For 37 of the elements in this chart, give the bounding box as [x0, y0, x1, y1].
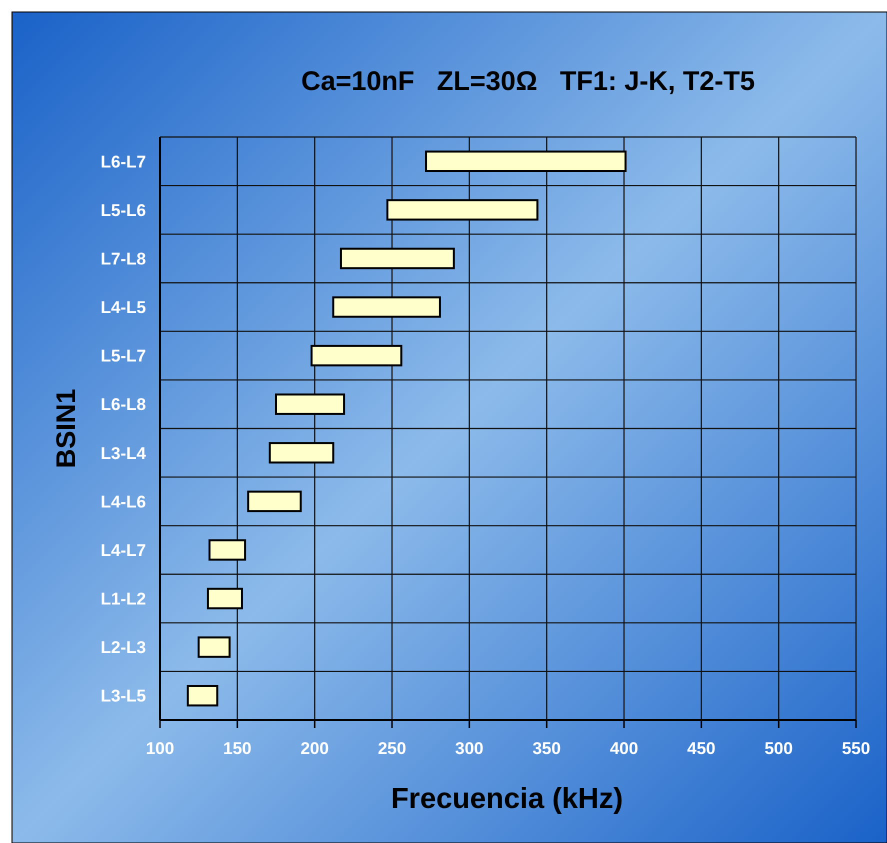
bar: [206, 588, 243, 610]
x-tick-label: 400: [610, 739, 638, 758]
y-tick-label: L7-L8: [100, 249, 146, 268]
x-tick-label: 150: [223, 739, 252, 758]
bar: [208, 539, 246, 561]
y-tick-label: L2-L3: [100, 638, 146, 658]
x-tick-label: 100: [146, 739, 174, 758]
bar: [386, 199, 538, 221]
y-tick-label: L4-L6: [100, 492, 146, 512]
bar: [186, 684, 218, 706]
y-axis-title: BSIN1: [51, 388, 81, 468]
y-tick-label: L5-L7: [100, 346, 146, 366]
bar: [198, 636, 231, 658]
y-tick-label: L5-L6: [100, 200, 146, 220]
y-tick-label: L3-L5: [100, 686, 146, 706]
y-tick-label: L1-L2: [100, 590, 146, 609]
bar: [340, 248, 455, 270]
y-tick-label: L3-L4: [100, 444, 147, 463]
y-tick-label: L6-L7: [100, 152, 146, 172]
bar: [332, 296, 441, 318]
y-tick-label: L4-L7: [100, 540, 146, 560]
y-tick-label: L4-L5: [100, 298, 146, 318]
bar: [310, 344, 402, 366]
x-tick-label: 300: [455, 739, 484, 758]
x-tick-label: 350: [532, 739, 561, 758]
chart-title: Ca=10nF ZL=30Ω TF1: J-K, T2-T5: [301, 66, 755, 96]
x-tick-label: 450: [687, 739, 716, 758]
bar: [268, 442, 334, 464]
bar: [247, 490, 302, 512]
y-tick-label: L6-L8: [100, 395, 146, 414]
x-tick-label: 200: [300, 739, 329, 758]
x-tick-label: 500: [764, 739, 793, 758]
x-tick-label: 250: [378, 739, 406, 758]
x-tick-label: 550: [842, 739, 870, 758]
bar: [275, 393, 346, 415]
bar: [425, 150, 627, 172]
x-axis-title: Frecuencia (kHz): [390, 783, 624, 815]
